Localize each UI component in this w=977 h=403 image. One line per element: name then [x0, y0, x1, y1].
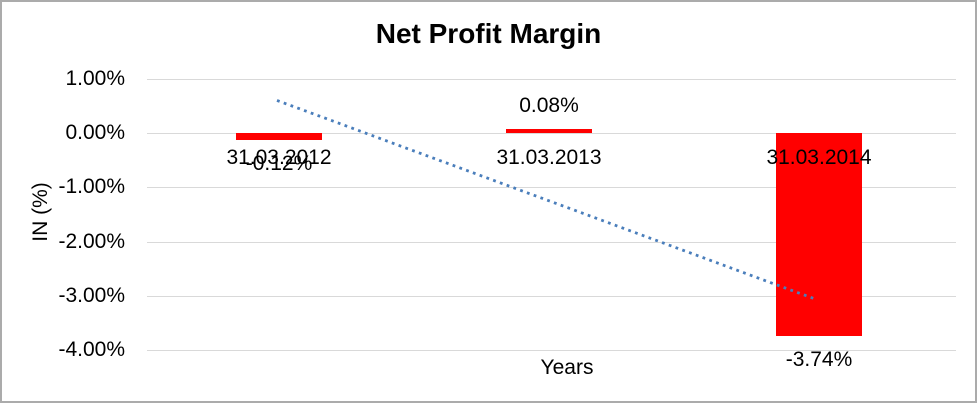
y-tick-label: -4.00%: [58, 338, 125, 362]
data-label: -0.12%: [245, 151, 313, 175]
gridline: [147, 78, 956, 80]
y-tick-label: 0.00%: [65, 121, 125, 144]
bar: [506, 128, 592, 133]
data-label: -3.74%: [785, 348, 853, 372]
y-tick-label: -3.00%: [58, 283, 125, 307]
chart-title: Net Profit Margin: [375, 18, 602, 49]
category-label: 31.03.2013: [496, 146, 602, 169]
x-axis-title: Years: [540, 356, 594, 379]
y-tick-label: -1.00%: [58, 175, 125, 199]
bar: [236, 133, 322, 140]
gridline: [147, 350, 956, 352]
y-tick-label: -2.00%: [58, 229, 125, 253]
data-label: 0.08%: [519, 93, 579, 117]
y-tick-label: 1.00%: [65, 66, 125, 90]
category-label: 31.03.2014: [766, 146, 872, 169]
